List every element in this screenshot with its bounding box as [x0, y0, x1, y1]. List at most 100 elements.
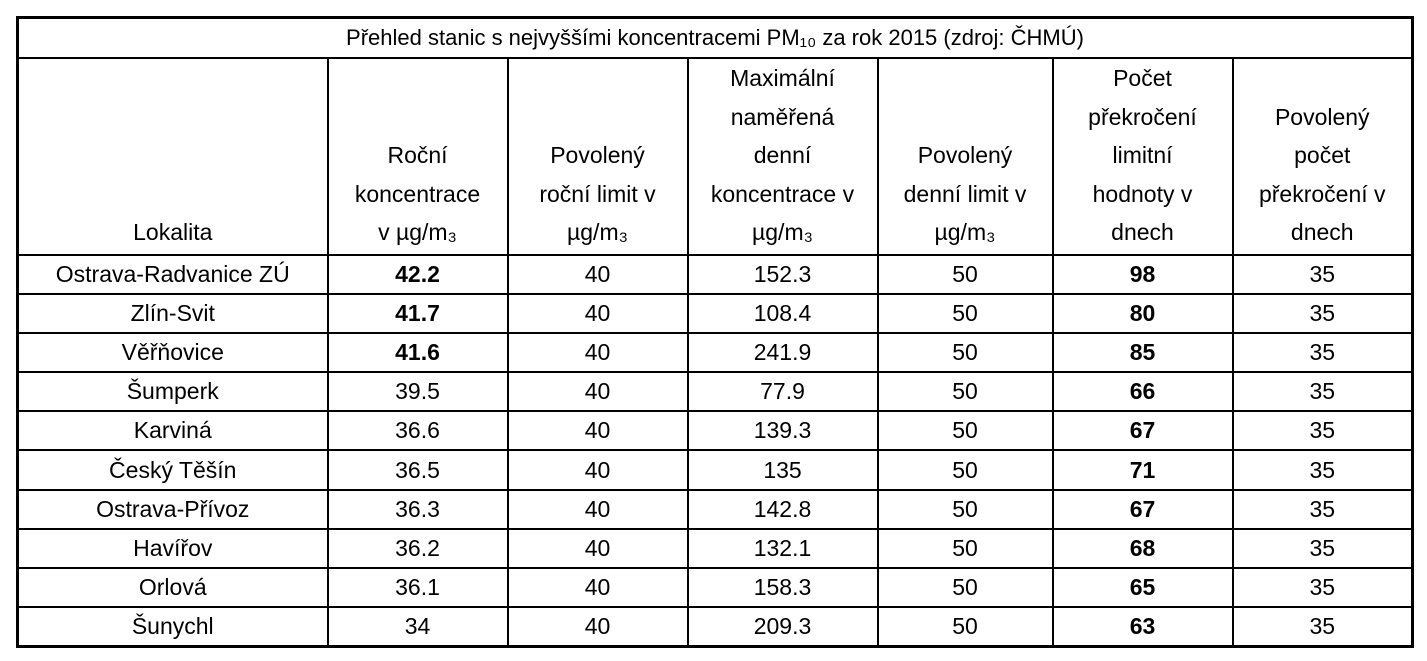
value-cell: 40	[506, 292, 689, 334]
value-cell: 35	[1231, 527, 1414, 570]
data-row: Karviná 36.6 40 139.3 50 67 35	[16, 410, 1414, 452]
value-cell: 98	[1051, 253, 1234, 295]
value-cell: 41.7	[326, 292, 509, 334]
value-cell: 36.3	[326, 488, 509, 530]
title-row: Přehled stanic s nejvyššími koncentracem…	[16, 16, 1414, 59]
value-cell: 139.3	[686, 410, 879, 452]
value-cell: 67	[1051, 410, 1234, 452]
value-cell: 65	[1051, 566, 1234, 609]
value-cell: 50	[876, 527, 1054, 570]
value-cell: 40	[506, 527, 689, 570]
data-row: Ostrava-Radvanice ZÚ 42.2 40 152.3 50 98 35	[16, 253, 1414, 295]
value-cell: 50	[876, 331, 1054, 374]
value-cell: 50	[876, 606, 1054, 648]
column-header: Povolený roční limit v µg/m₃	[506, 57, 689, 256]
data-row: Ostrava-Přívoz 36.3 40 142.8 50 67 35	[16, 488, 1414, 530]
value-cell: 36.1	[326, 566, 509, 609]
station-name: Ostrava-Radvanice ZÚ	[16, 253, 329, 295]
station-name: Karviná	[16, 410, 329, 452]
value-cell: 50	[876, 410, 1054, 452]
header-line: dnech	[1111, 219, 1174, 245]
header-line: překročení v	[1258, 180, 1386, 207]
data-row: Šunychl 34 40 209.3 50 63 35	[16, 606, 1414, 648]
value-cell: 50	[876, 371, 1054, 413]
value-cell: 35	[1231, 606, 1414, 648]
header-line: Lokalita	[133, 219, 213, 245]
header-line: Maximální	[730, 65, 835, 91]
value-cell: 50	[876, 292, 1054, 334]
data-row: Orlová 36.1 40 158.3 50 65 35	[16, 566, 1414, 609]
data-row: Havířov 36.2 40 132.1 50 68 35	[16, 527, 1414, 570]
station-name: Šunychl	[16, 606, 329, 648]
header-line: denní	[753, 142, 812, 168]
value-cell: 77.9	[686, 371, 879, 413]
value-cell: 67	[1051, 488, 1234, 530]
value-cell: 152.3	[686, 253, 879, 295]
header-line: v µg/m₃	[378, 219, 457, 245]
station-name: Šumperk	[16, 371, 329, 413]
column-header: Maximální naměřená denní koncentrace v µg/m₃	[686, 57, 879, 256]
value-cell: 34	[326, 606, 509, 648]
header-line: limitní	[1112, 142, 1173, 168]
value-cell: 35	[1231, 292, 1414, 334]
value-cell: 50	[876, 253, 1054, 295]
value-cell: 158.3	[686, 566, 879, 609]
value-cell: 142.8	[686, 488, 879, 530]
value-cell: 40	[506, 488, 689, 530]
value-cell: 50	[876, 488, 1054, 530]
value-cell: 68	[1051, 527, 1234, 570]
value-cell: 50	[876, 566, 1054, 609]
value-cell: 35	[1231, 488, 1414, 530]
header-line: počet	[1294, 142, 1351, 168]
value-cell: 42.2	[326, 253, 509, 295]
value-cell: 132.1	[686, 527, 879, 570]
value-cell: 40	[506, 331, 689, 374]
value-cell: 71	[1051, 449, 1234, 491]
value-cell: 35	[1231, 331, 1414, 374]
header-line: koncentrace v	[710, 180, 855, 207]
value-cell: 35	[1231, 566, 1414, 609]
column-header: Povolený počet překročení v dnech	[1231, 57, 1414, 256]
data-row: Zlín-Svit 41.7 40 108.4 50 80 35	[16, 292, 1414, 334]
header-line: Počet	[1113, 65, 1172, 91]
value-cell: 80	[1051, 292, 1234, 334]
value-cell: 36.5	[326, 449, 509, 491]
value-cell: 40	[506, 410, 689, 452]
value-cell: 36.2	[326, 527, 509, 570]
header-line: naměřená	[730, 103, 835, 130]
station-name: Ostrava-Přívoz	[16, 488, 329, 530]
station-name: Věřňovice	[16, 331, 329, 374]
header-line: koncentrace	[354, 180, 481, 207]
header-line: µg/m₃	[752, 219, 813, 245]
value-cell: 40	[506, 253, 689, 295]
column-header: Lokalita	[16, 57, 329, 256]
table-head: Přehled stanic s nejvyššími koncentracem…	[16, 16, 1414, 256]
header-line: denní limit v	[903, 180, 1027, 207]
value-cell: 108.4	[686, 292, 879, 334]
data-row: Věřňovice 41.6 40 241.9 50 85 35	[16, 331, 1414, 374]
header-line: Povolený	[917, 142, 1013, 168]
table-title: Přehled stanic s nejvyššími koncentracem…	[16, 16, 1414, 59]
header-row: Lokalita Roční koncentrace v µg/m₃ Povolený r…	[16, 57, 1414, 256]
header-line: Povolený	[1274, 103, 1370, 130]
value-cell: 63	[1051, 606, 1234, 648]
header-line: µg/m₃	[567, 219, 628, 245]
value-cell: 209.3	[686, 606, 879, 648]
header-line: roční limit v	[539, 180, 656, 207]
station-name: Havířov	[16, 527, 329, 570]
value-cell: 35	[1231, 253, 1414, 295]
value-cell: 135	[686, 449, 879, 491]
station-name: Orlová	[16, 566, 329, 609]
header-line: Povolený	[550, 142, 645, 168]
value-cell: 85	[1051, 331, 1234, 374]
data-row: Český Těšín 36.5 40 135 50 71 35	[16, 449, 1414, 491]
column-header: Roční koncentrace v µg/m₃	[326, 57, 509, 256]
value-cell: 41.6	[326, 331, 509, 374]
value-cell: 241.9	[686, 331, 879, 374]
table-wrapper: Přehled stanic s nejvyššími koncentracem…	[16, 16, 1414, 649]
value-cell: 35	[1231, 371, 1414, 413]
header-line: µg/m₃	[934, 219, 996, 245]
value-cell: 39.5	[326, 371, 509, 413]
value-cell: 40	[506, 449, 689, 491]
